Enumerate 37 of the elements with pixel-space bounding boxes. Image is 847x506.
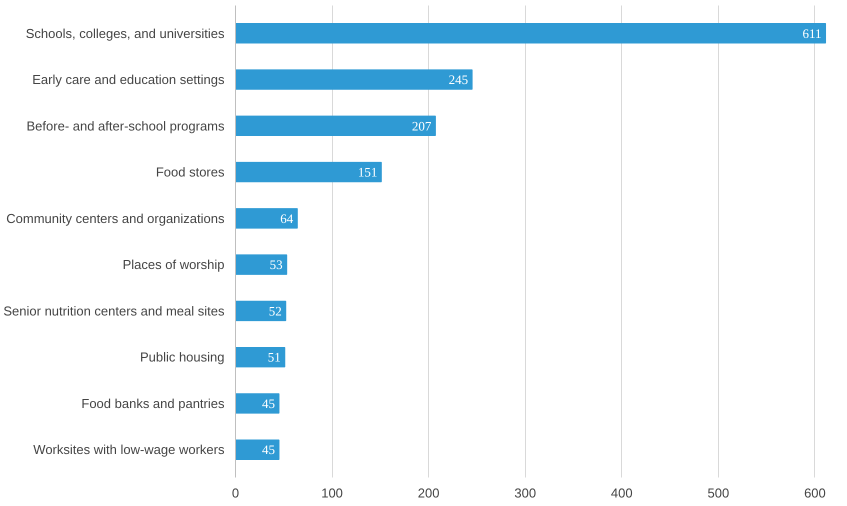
x-tick-label: 100	[321, 486, 343, 500]
y-tick-label: Public housing	[140, 350, 225, 365]
x-tick-label: 200	[418, 486, 440, 500]
bar	[236, 116, 436, 136]
data-label: 45	[262, 442, 275, 458]
y-tick-label: Places of worship	[122, 257, 225, 272]
data-label: 151	[358, 164, 378, 180]
x-tick-label: 400	[610, 486, 633, 500]
data-label: 52	[268, 303, 282, 318]
y-tick-label: Food stores	[156, 164, 225, 180]
y-tick-label: Worksites with low-wage workers	[33, 442, 225, 458]
y-tick-label: Early care and education settings	[32, 72, 225, 88]
x-tick-label: 300	[514, 486, 536, 500]
bar	[236, 440, 280, 460]
data-label: 51	[268, 350, 281, 365]
data-label: 64	[280, 210, 294, 226]
y-tick-label: Schools, colleges, and universities	[26, 26, 225, 41]
y-tick-label: Senior nutrition centers and meal sites	[3, 303, 225, 318]
y-tick-label: Before- and after-school programs	[26, 118, 225, 134]
data-label: 245	[448, 72, 468, 88]
bar	[236, 254, 288, 275]
x-tick-label: 600	[804, 486, 826, 500]
bar	[236, 300, 286, 322]
data-label: 611	[802, 26, 822, 41]
bar	[236, 23, 826, 44]
bar	[236, 69, 473, 90]
bar	[236, 208, 298, 229]
x-tick-label: 500	[708, 486, 730, 500]
data-label: 53	[270, 257, 283, 272]
bar	[236, 393, 280, 414]
bar	[236, 346, 286, 368]
x-tick-label: 0	[232, 486, 240, 500]
bar	[236, 162, 382, 182]
data-label: 207	[412, 118, 432, 134]
data-label: 45	[262, 396, 275, 411]
y-tick-label: Food banks and pantries	[81, 396, 225, 411]
y-tick-label: Community centers and organizations	[6, 210, 225, 226]
